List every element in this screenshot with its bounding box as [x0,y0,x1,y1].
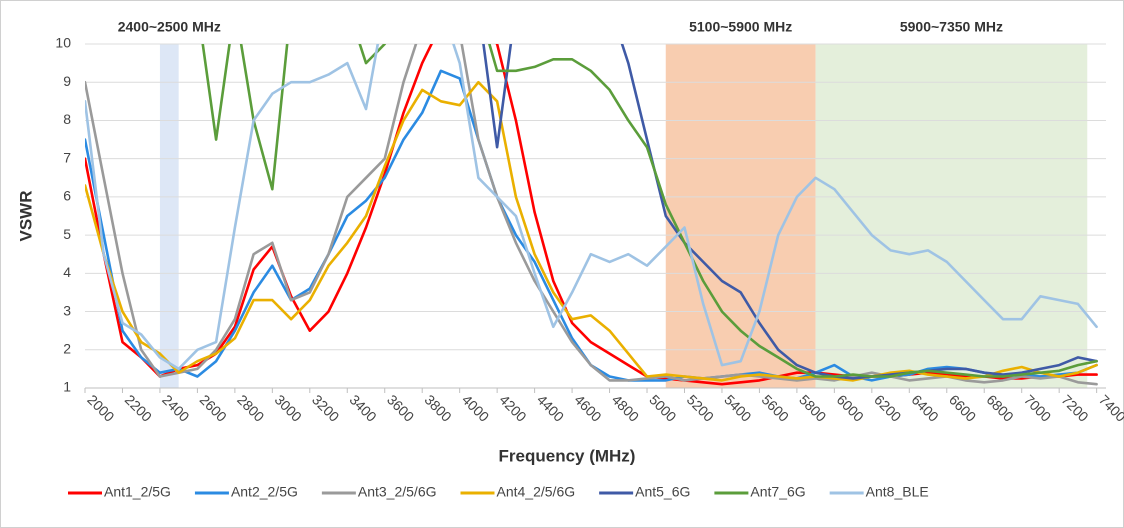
y-tick-label: 1 [63,379,71,395]
y-tick-label: 10 [55,35,71,51]
band-label: 5900~7350 MHz [900,19,1003,35]
y-tick-label: 9 [63,73,71,89]
y-tick-label: 2 [63,340,71,356]
y-tick-label: 5 [63,226,71,242]
legend-label: Ant3_2/5/6G [358,484,437,500]
series-line [85,80,1098,382]
legend-label: Ant7_6G [750,484,805,500]
band-label: 2400~2500 MHz [118,19,221,35]
legend-label: Ant4_2/5/6G [497,484,576,500]
band [665,44,816,388]
band [159,44,179,388]
y-axis-title: VSWR [16,191,35,242]
band-label: 5100~5900 MHz [689,19,792,35]
legend-label: Ant2_2/5G [231,484,298,500]
y-tick-label: 6 [63,188,71,204]
legend-label: Ant1_2/5G [104,484,171,500]
series-line [85,44,1098,386]
series-line [85,44,1098,371]
y-tick-label: 3 [63,302,71,318]
band [815,44,1088,388]
x-axis-title: Frequency (MHz) [499,446,636,465]
legend-label: Ant5_6G [635,484,690,500]
plot-lines [85,44,1098,386]
legend-label: Ant8_BLE [866,484,929,500]
y-tick-label: 4 [63,264,71,280]
y-tick-label: 8 [63,111,71,127]
series-line [85,44,1098,386]
y-tick-label: 7 [63,149,71,165]
